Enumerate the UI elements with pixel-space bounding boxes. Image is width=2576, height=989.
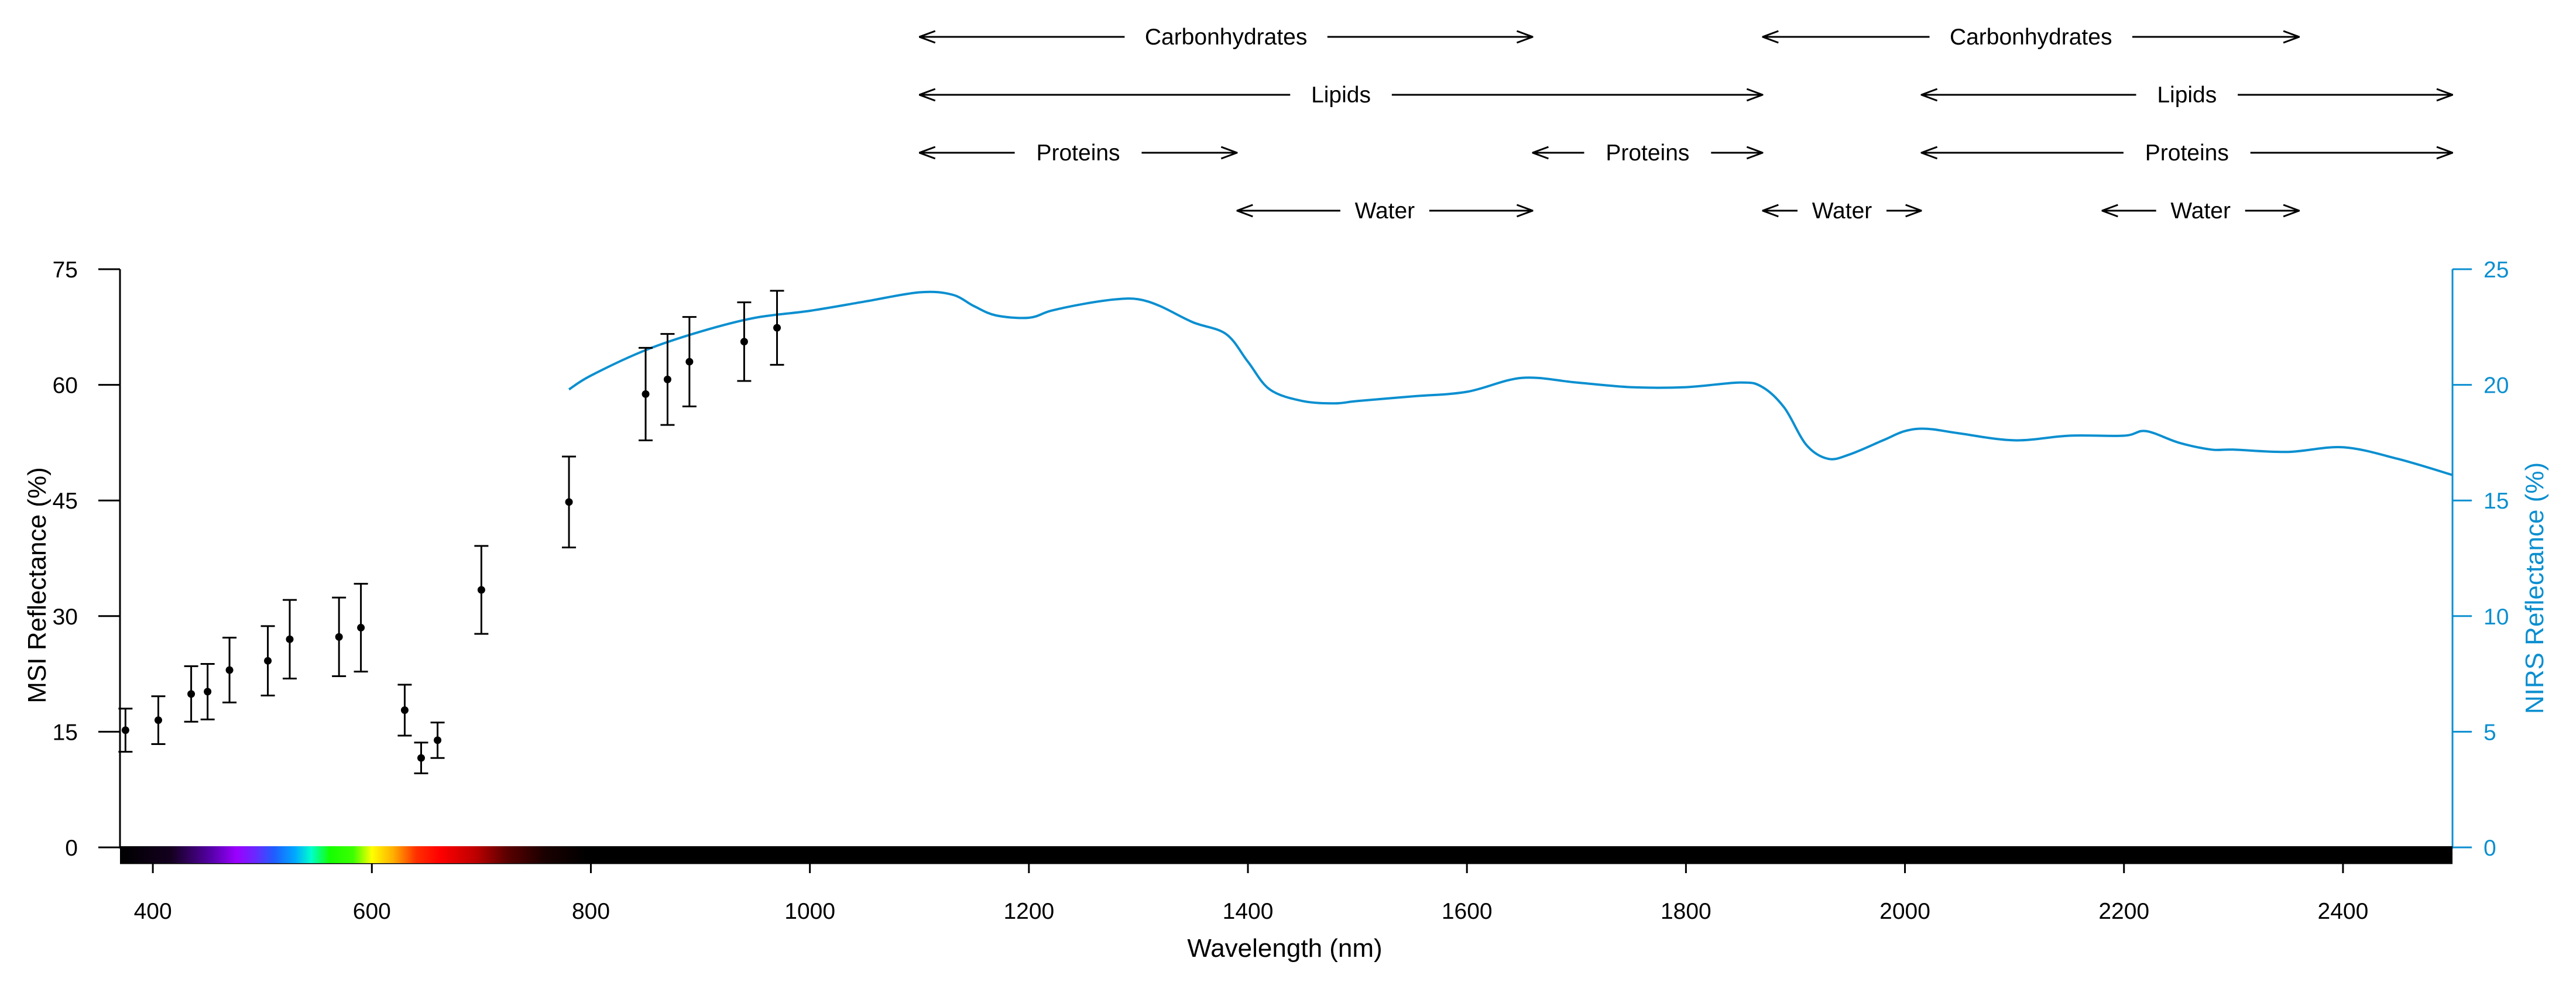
msi-data-marker bbox=[642, 390, 650, 398]
msi-point bbox=[332, 596, 347, 678]
msi-data-marker bbox=[286, 635, 294, 643]
msi-data-marker bbox=[264, 657, 272, 665]
msi-data-marker bbox=[417, 754, 425, 762]
msi-data-marker bbox=[357, 624, 365, 632]
band-label: Lipids bbox=[1311, 83, 1371, 108]
absorption-band: Water bbox=[1237, 198, 1532, 224]
msi-data-marker bbox=[477, 586, 485, 594]
band-label: Water bbox=[2170, 198, 2231, 224]
right-y-tick-label: 0 bbox=[2484, 836, 2496, 861]
msi-point bbox=[354, 582, 368, 673]
band-label: Lipids bbox=[2157, 83, 2217, 108]
left-y-tick-label: 30 bbox=[53, 605, 78, 630]
msi-data-marker bbox=[773, 324, 781, 332]
x-tick-label: 2200 bbox=[2098, 899, 2149, 924]
band-label: Water bbox=[1812, 198, 1872, 224]
left-y-tick-label: 60 bbox=[53, 373, 78, 399]
x-tick-label: 1800 bbox=[1661, 899, 1711, 924]
right-y-tick-label: 10 bbox=[2484, 605, 2509, 630]
msi-data-marker bbox=[740, 338, 748, 346]
msi-data-marker bbox=[204, 688, 212, 696]
right-y-tick-label: 5 bbox=[2484, 720, 2496, 745]
x-axis-title: Wavelength (nm) bbox=[1187, 934, 1382, 963]
right-y-tick-label: 15 bbox=[2484, 489, 2509, 514]
msi-point bbox=[660, 333, 675, 426]
visible-spectrum-bar bbox=[120, 846, 2452, 863]
absorption-band: Proteins bbox=[920, 140, 1237, 166]
right-y-axis-ticks: 0 5 10 15 20 25 bbox=[2452, 257, 2509, 861]
absorption-band: Proteins bbox=[1922, 140, 2452, 166]
msi-data-marker bbox=[335, 633, 343, 641]
x-tick-label: 600 bbox=[353, 899, 391, 924]
msi-point bbox=[682, 316, 697, 407]
band-label: Proteins bbox=[1606, 140, 1689, 166]
msi-point bbox=[474, 545, 489, 635]
msi-data-marker bbox=[565, 498, 573, 506]
msi-point bbox=[639, 346, 653, 441]
msi-point bbox=[184, 665, 198, 723]
msi-series-points bbox=[118, 290, 784, 775]
left-y-axis-ticks: 0 15 30 45 60 75 bbox=[53, 257, 120, 861]
msi-point bbox=[770, 290, 784, 366]
band-label: Water bbox=[1355, 198, 1415, 224]
msi-data-marker bbox=[663, 375, 671, 383]
band-label: Carbonhydrates bbox=[1950, 25, 2112, 50]
absorption-band-annotations: Carbonhydrates Carbonhydrates Lipids Lipids… bbox=[920, 25, 2452, 224]
msi-point bbox=[414, 741, 428, 775]
msi-point bbox=[562, 455, 577, 549]
right-y-axis-title: NIRS Reflectance (%) bbox=[2520, 462, 2549, 714]
band-label: Proteins bbox=[2145, 140, 2229, 166]
absorption-band: Carbonhydrates bbox=[920, 25, 1533, 50]
right-y-tick-label: 25 bbox=[2484, 257, 2509, 283]
msi-data-marker bbox=[225, 666, 234, 674]
x-tick-label: 1200 bbox=[1003, 899, 1054, 924]
band-label: Carbonhydrates bbox=[1145, 25, 1308, 50]
msi-data-marker bbox=[154, 716, 162, 724]
absorption-band: Lipids bbox=[920, 83, 1763, 108]
left-y-tick-label: 45 bbox=[53, 489, 78, 514]
msi-point bbox=[737, 301, 752, 382]
msi-point bbox=[260, 625, 275, 696]
x-tick-label: 2000 bbox=[1879, 899, 1930, 924]
msi-data-marker bbox=[187, 690, 195, 698]
x-tick-label: 800 bbox=[572, 899, 610, 924]
left-y-tick-label: 75 bbox=[53, 257, 78, 283]
absorption-band: Water bbox=[2102, 198, 2299, 224]
msi-point bbox=[282, 599, 297, 680]
msi-data-marker bbox=[685, 358, 694, 366]
left-y-tick-label: 15 bbox=[53, 720, 78, 745]
msi-point bbox=[222, 637, 237, 703]
plot-area bbox=[119, 269, 2454, 864]
msi-data-marker bbox=[400, 706, 409, 715]
x-tick-label: 1000 bbox=[784, 899, 835, 924]
absorption-band: Proteins bbox=[1532, 140, 1762, 166]
absorption-band: Carbonhydrates bbox=[1762, 25, 2299, 50]
left-y-axis-title: MSI Reflectance (%) bbox=[23, 467, 52, 703]
x-tick-label: 1600 bbox=[1442, 899, 1493, 924]
right-y-tick-label: 20 bbox=[2484, 373, 2509, 399]
msi-point bbox=[151, 695, 166, 745]
msi-point bbox=[430, 722, 445, 759]
absorption-band: Lipids bbox=[1922, 83, 2452, 108]
x-tick-label: 2400 bbox=[2318, 899, 2369, 924]
x-axis-ticks: 400 600 800 1000 1200 1400 1600 1800 2000 2200 240… bbox=[134, 863, 2369, 924]
msi-data-marker bbox=[121, 726, 129, 734]
nirs-series-line bbox=[568, 290, 2453, 476]
msi-point bbox=[200, 662, 215, 720]
msi-point bbox=[397, 684, 412, 737]
msi-point bbox=[118, 708, 133, 753]
x-tick-label: 400 bbox=[134, 899, 172, 924]
msi-data-marker bbox=[434, 736, 442, 744]
x-tick-label: 1400 bbox=[1223, 899, 1274, 924]
left-y-tick-label: 0 bbox=[65, 836, 78, 861]
absorption-band: Water bbox=[1762, 198, 1921, 224]
band-label: Proteins bbox=[1036, 140, 1120, 166]
